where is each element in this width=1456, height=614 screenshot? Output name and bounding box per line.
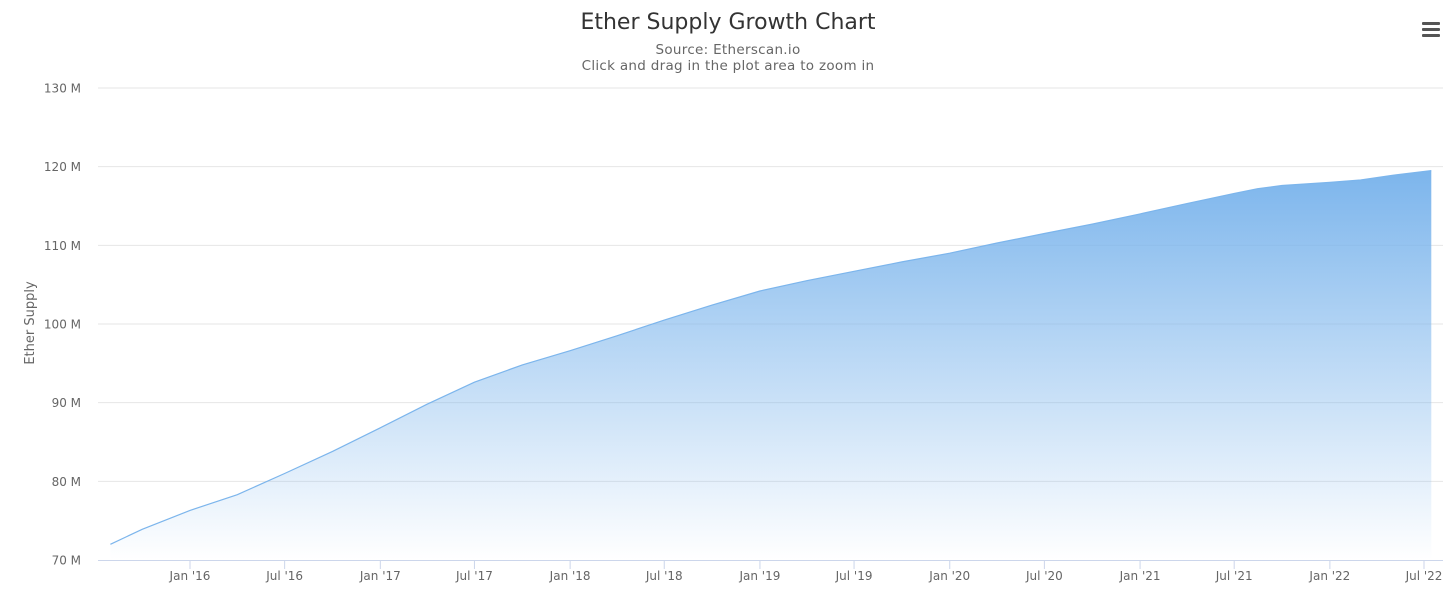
axes: 70 M 80 M 90 M 100 M 110 M 120 M 130 M Jan '16 J… (44, 82, 1443, 583)
hamburger-menu-icon (1422, 22, 1440, 25)
y-tick-label: 90 M (52, 396, 81, 410)
x-tick-label: Jul '16 (265, 569, 303, 583)
y-axis-title: Ether Supply (23, 281, 38, 365)
y-tick-label: 110 M (44, 239, 81, 253)
x-tick-label: Jul '21 (1215, 569, 1253, 583)
y-tick-label: 70 M (52, 554, 81, 568)
chart-subtitle-zoom-hint: Click and drag in the plot area to zoom … (581, 58, 875, 74)
area-series (110, 170, 1432, 560)
y-tick-label: 100 M (44, 318, 81, 332)
x-tick-label: Jan '19 (738, 569, 780, 583)
x-tick-label: Jan '16 (169, 569, 211, 583)
x-tick-label: Jan '17 (359, 569, 401, 583)
x-tick-label: Jul '19 (835, 569, 873, 583)
x-tick-label: Jan '18 (549, 569, 591, 583)
hamburger-menu-icon-bar (1422, 28, 1440, 31)
chart-title: Ether Supply Growth Chart (580, 10, 876, 35)
x-tick-label: Jul '17 (455, 569, 493, 583)
x-tick-label: Jan '20 (928, 569, 970, 583)
chart-subtitle-source: Source: Etherscan.io (655, 42, 801, 58)
x-tick-label: Jul '18 (645, 569, 683, 583)
x-tick-label: Jul '22 (1405, 569, 1443, 583)
hamburger-menu-icon-bar (1422, 34, 1440, 37)
x-tick-label: Jan '21 (1119, 569, 1161, 583)
y-tick-label: 120 M (44, 160, 81, 174)
chart-context-menu-button[interactable] (1416, 16, 1446, 42)
y-tick-label: 80 M (52, 475, 81, 489)
x-tick-label: Jan '22 (1308, 569, 1350, 583)
series-line (110, 170, 1432, 545)
y-tick-label: 130 M (44, 82, 81, 96)
x-tick-label: Jul '20 (1025, 569, 1063, 583)
area-fill (110, 170, 1432, 560)
